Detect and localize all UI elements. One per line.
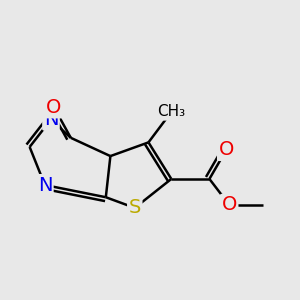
Text: CH₃: CH₃ xyxy=(157,104,185,119)
Text: N: N xyxy=(38,176,52,194)
Text: N: N xyxy=(44,110,58,129)
Text: O: O xyxy=(46,98,62,117)
Text: O: O xyxy=(218,140,234,160)
Text: O: O xyxy=(221,195,237,214)
Text: S: S xyxy=(129,198,141,218)
